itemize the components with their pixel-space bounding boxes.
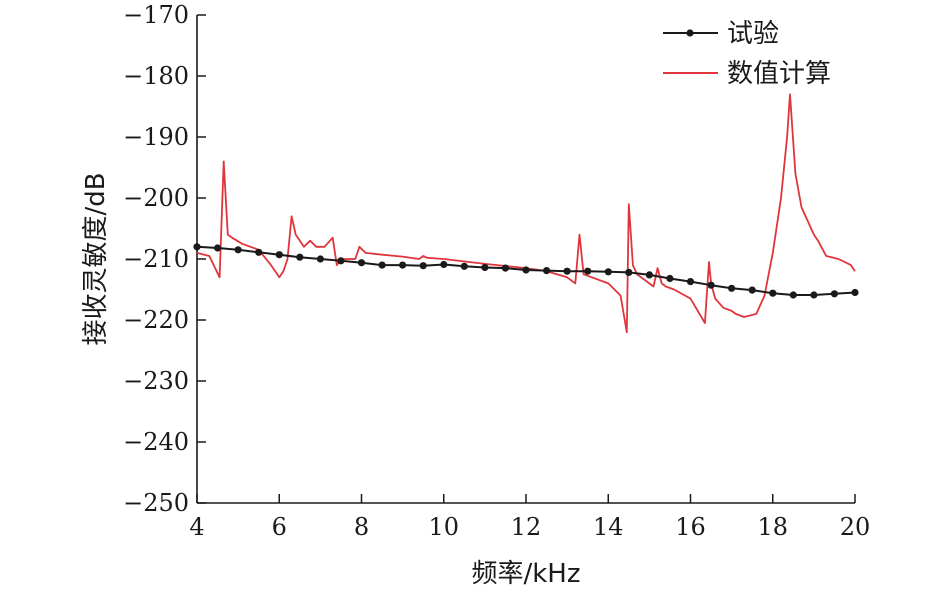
legend-label-series-1: 试验	[727, 19, 779, 49]
data-point	[686, 278, 695, 286]
data-point	[769, 289, 777, 297]
x-tick-label: 10	[428, 513, 459, 541]
data-point	[728, 284, 736, 292]
data-point	[337, 257, 345, 265]
series-line-2	[196, 93, 856, 334]
y-tick-label: −220	[123, 306, 189, 334]
data-point	[481, 263, 489, 272]
data-point	[440, 260, 448, 269]
y-axis-label: 接收灵敏度/dB	[81, 172, 111, 345]
x-tick-label: 14	[593, 513, 624, 541]
data-point	[563, 267, 571, 275]
data-point	[460, 262, 468, 270]
data-point	[666, 274, 674, 283]
y-tick-label: −250	[123, 489, 189, 517]
y-tick-label: −210	[123, 245, 189, 273]
x-tick-label: 18	[757, 513, 788, 541]
x-tick-label: 8	[354, 513, 369, 541]
x-tick-label: 20	[840, 513, 871, 541]
data-point	[296, 253, 304, 261]
data-point	[501, 264, 509, 272]
legend: 试验 数值计算	[663, 19, 831, 89]
data-point	[625, 268, 633, 276]
x-tick-label: 12	[511, 513, 542, 541]
x-tick-label: 16	[675, 513, 706, 541]
data-point	[214, 244, 222, 252]
legend-label-series-2: 数值计算	[727, 59, 831, 89]
y-tick-label: −170	[123, 1, 189, 29]
data-point	[419, 262, 427, 270]
data-point	[399, 261, 407, 269]
legend-marker-series-1	[686, 29, 694, 37]
data-point	[810, 291, 818, 299]
data-point	[255, 248, 263, 256]
y-axis-ticks: −170 −180 −190 −200 −210 −220 −230 −240 −250	[123, 1, 206, 517]
y-tick-label: −230	[123, 367, 189, 395]
x-axis-label: 频率/kHz	[471, 559, 580, 589]
y-tick-label: −190	[123, 123, 189, 151]
data-point	[543, 267, 551, 275]
data-point	[522, 266, 530, 274]
series-layer	[193, 93, 859, 334]
y-tick-label: −200	[123, 184, 189, 212]
data-point	[584, 267, 592, 275]
data-point	[748, 286, 756, 294]
data-point	[707, 281, 715, 289]
data-point	[789, 291, 797, 299]
data-point	[645, 271, 654, 279]
data-point	[234, 246, 242, 254]
data-point	[830, 290, 839, 298]
data-point	[851, 288, 859, 297]
data-point	[275, 251, 283, 259]
data-point	[193, 243, 201, 251]
x-tick-label: 6	[272, 513, 287, 541]
y-tick-label: −180	[123, 62, 189, 90]
x-axis-ticks: 4 6 8 10 12 14 16 18 20	[189, 494, 870, 541]
data-point	[316, 255, 324, 263]
data-point	[604, 268, 612, 276]
data-point	[378, 261, 386, 269]
data-point	[357, 259, 366, 267]
y-tick-label: −240	[123, 428, 189, 456]
x-tick-label: 4	[189, 513, 204, 541]
